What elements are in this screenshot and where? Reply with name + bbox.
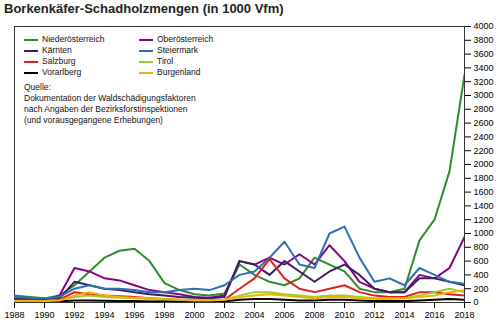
svg-text:400: 400 (474, 270, 489, 280)
svg-text:200: 200 (474, 284, 489, 294)
svg-text:2008: 2008 (304, 310, 324, 320)
svg-text:2014: 2014 (394, 310, 414, 320)
svg-text:2002: 2002 (214, 310, 234, 320)
svg-text:2000: 2000 (474, 159, 494, 169)
svg-text:0: 0 (474, 297, 479, 307)
svg-text:2018: 2018 (454, 310, 474, 320)
html-text:Tirol: Tirol (157, 56, 174, 66)
svg-text:4000: 4000 (474, 21, 494, 31)
svg-text:1996: 1996 (124, 310, 144, 320)
svg-text:1990: 1990 (34, 310, 54, 320)
svg-text:1994: 1994 (94, 310, 114, 320)
html-text:Kärnten: Kärnten (42, 45, 72, 55)
html-text:nach Angaben der Bezirksforsti: nach Angaben der Bezirksforstinspektione… (24, 104, 188, 114)
svg-text:1800: 1800 (474, 173, 494, 183)
html-text:Quelle:: Quelle: (24, 82, 51, 92)
svg-text:600: 600 (474, 256, 489, 266)
svg-text:1992: 1992 (64, 310, 84, 320)
html-text:Salzburg: Salzburg (42, 56, 76, 66)
svg-text:1600: 1600 (474, 187, 494, 197)
svg-text:1000: 1000 (474, 228, 494, 238)
html-text:Oberösterreich: Oberösterreich (157, 34, 214, 44)
svg-text:2004: 2004 (244, 310, 264, 320)
svg-text:1400: 1400 (474, 201, 494, 211)
html-text:(und vorausgegangene Erhebunge: (und vorausgegangene Erhebungen) (24, 115, 163, 125)
svg-text:1200: 1200 (474, 215, 494, 225)
svg-text:2400: 2400 (474, 132, 494, 142)
svg-text:2800: 2800 (474, 104, 494, 114)
svg-text:2010: 2010 (334, 310, 354, 320)
svg-text:2006: 2006 (274, 310, 294, 320)
svg-text:800: 800 (474, 242, 489, 252)
html-text:Steiermark: Steiermark (157, 45, 199, 55)
html-text:Borkenkäfer-Schadholzmengen (i: Borkenkäfer-Schadholzmengen (in 1000 Vfm… (4, 1, 284, 16)
svg-text:3800: 3800 (474, 35, 494, 45)
svg-text:1998: 1998 (154, 310, 174, 320)
svg-text:2600: 2600 (474, 118, 494, 128)
html-text:Niederösterreich: Niederösterreich (42, 34, 105, 44)
svg-text:3200: 3200 (474, 77, 494, 87)
svg-text:2016: 2016 (424, 310, 444, 320)
html-text:Dokumentation der Waldschädigu: Dokumentation der Waldschädigungsfaktore… (24, 93, 196, 103)
svg-text:3400: 3400 (474, 63, 494, 73)
svg-text:3000: 3000 (474, 90, 494, 100)
svg-text:3600: 3600 (474, 49, 494, 59)
svg-text:1988: 1988 (4, 310, 24, 320)
html-text:Burgenland: Burgenland (157, 67, 201, 77)
html-text:Vorarlberg: Vorarlberg (42, 67, 82, 77)
svg-text:2200: 2200 (474, 146, 494, 156)
svg-text:2000: 2000 (184, 310, 204, 320)
svg-text:2012: 2012 (364, 310, 384, 320)
